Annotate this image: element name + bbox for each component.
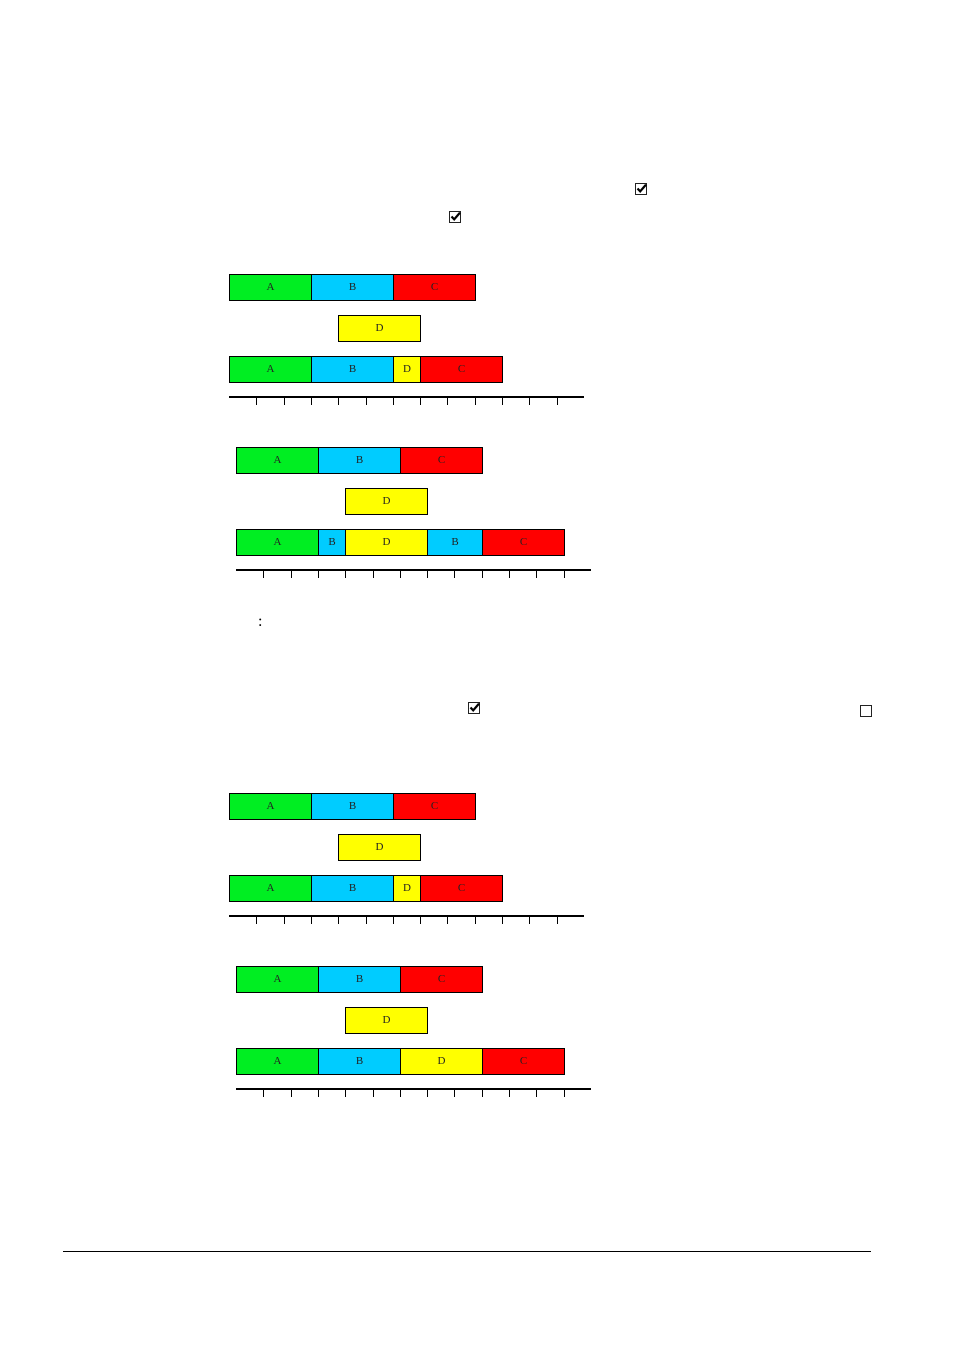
task-block-d: D — [338, 834, 421, 861]
axis-tick — [482, 1090, 483, 1097]
axis-tick — [338, 398, 339, 405]
task-block-b: B — [311, 875, 394, 902]
axis-tick — [447, 398, 448, 405]
axis-tick — [529, 398, 530, 405]
task-block-c: C — [482, 1048, 565, 1075]
task-block-b: B — [311, 793, 394, 820]
axis-tick — [564, 1090, 565, 1097]
time-axis — [229, 915, 584, 917]
task-block-b: B — [318, 529, 346, 556]
axis-tick — [263, 571, 264, 578]
task-block-a: A — [236, 1048, 319, 1075]
axis-tick — [256, 917, 257, 924]
axis-tick — [557, 917, 558, 924]
axis-tick — [311, 917, 312, 924]
axis-tick — [373, 571, 374, 578]
axis-tick — [291, 1090, 292, 1097]
task-block-c: C — [393, 274, 476, 301]
axis-tick — [475, 398, 476, 405]
checkbox-4[interactable] — [860, 705, 872, 717]
task-block-c: C — [420, 356, 503, 383]
axis-tick — [509, 1090, 510, 1097]
axis-tick — [502, 917, 503, 924]
task-block-c: C — [420, 875, 503, 902]
axis-tick — [284, 917, 285, 924]
axis-tick — [366, 917, 367, 924]
axis-tick — [393, 398, 394, 405]
task-block-b: B — [311, 356, 394, 383]
axis-tick — [256, 398, 257, 405]
task-block-c: C — [400, 966, 483, 993]
checkbox-3[interactable] — [468, 702, 480, 714]
axis-tick — [420, 917, 421, 924]
task-block-d: D — [345, 1007, 428, 1034]
task-block-b: B — [427, 529, 483, 556]
task-block-a: A — [229, 274, 312, 301]
task-block-d: D — [338, 315, 421, 342]
task-block-a: A — [229, 875, 312, 902]
axis-tick — [482, 571, 483, 578]
axis-tick — [366, 398, 367, 405]
task-block-d: D — [393, 356, 421, 383]
axis-tick — [263, 1090, 264, 1097]
axis-tick — [427, 571, 428, 578]
axis-tick — [400, 571, 401, 578]
axis-tick — [311, 398, 312, 405]
axis-tick — [420, 398, 421, 405]
axis-tick — [502, 398, 503, 405]
axis-tick — [393, 917, 394, 924]
time-axis — [229, 396, 584, 398]
task-block-b: B — [311, 274, 394, 301]
axis-tick — [454, 1090, 455, 1097]
axis-tick — [338, 917, 339, 924]
task-block-c: C — [482, 529, 565, 556]
time-axis — [236, 1088, 591, 1090]
axis-tick — [345, 571, 346, 578]
task-block-b: B — [318, 966, 401, 993]
task-block-d: D — [345, 529, 428, 556]
axis-tick — [345, 1090, 346, 1097]
axis-tick — [373, 1090, 374, 1097]
axis-tick — [284, 398, 285, 405]
checkmark-icon — [636, 183, 647, 194]
axis-tick — [509, 571, 510, 578]
axis-tick — [318, 1090, 319, 1097]
checkbox-2[interactable] — [449, 211, 461, 223]
task-block-b: B — [318, 1048, 401, 1075]
axis-tick — [318, 571, 319, 578]
axis-tick — [400, 1090, 401, 1097]
axis-tick — [536, 1090, 537, 1097]
task-block-a: A — [229, 793, 312, 820]
task-block-c: C — [393, 793, 476, 820]
task-block-c: C — [400, 447, 483, 474]
task-block-a: A — [229, 356, 312, 383]
checkbox-1[interactable] — [635, 183, 647, 195]
axis-tick — [475, 917, 476, 924]
task-block-a: A — [236, 447, 319, 474]
axis-tick — [454, 571, 455, 578]
axis-tick — [427, 1090, 428, 1097]
time-axis — [236, 569, 591, 571]
task-block-d: D — [393, 875, 421, 902]
axis-tick — [557, 398, 558, 405]
axis-tick — [564, 571, 565, 578]
checkmark-icon — [469, 702, 480, 713]
axis-tick — [536, 571, 537, 578]
task-block-d: D — [400, 1048, 483, 1075]
footer-rule — [63, 1251, 871, 1252]
task-block-a: A — [236, 966, 319, 993]
axis-tick — [447, 917, 448, 924]
task-block-d: D — [345, 488, 428, 515]
colon-mark: : — [258, 613, 263, 630]
axis-tick — [291, 571, 292, 578]
task-block-b: B — [318, 447, 401, 474]
task-block-a: A — [236, 529, 319, 556]
checkmark-icon — [450, 211, 461, 222]
axis-tick — [529, 917, 530, 924]
